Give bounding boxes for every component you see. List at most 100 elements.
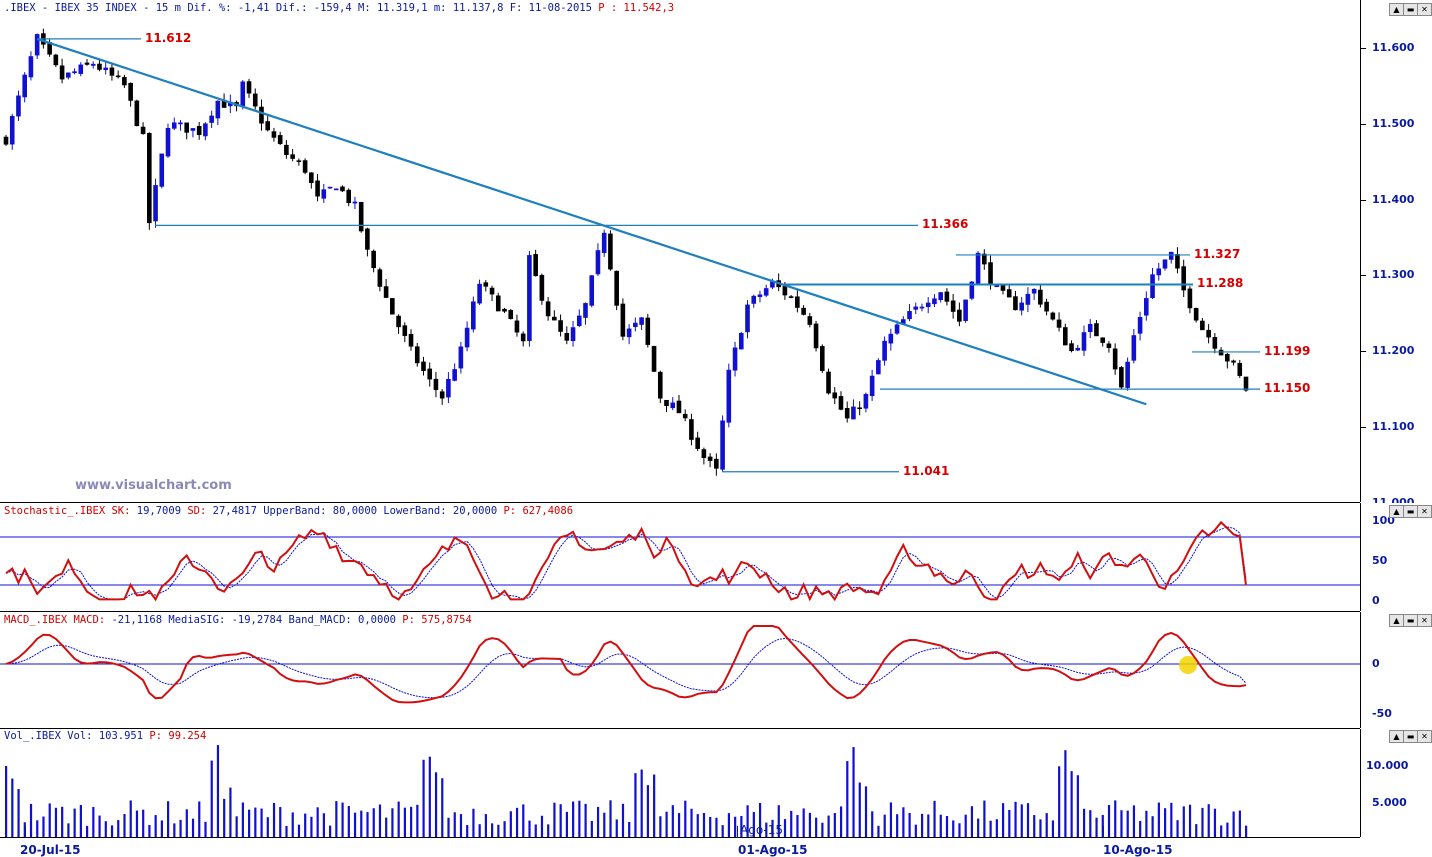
- macd-min-button[interactable]: ▬: [1403, 614, 1418, 627]
- vol-bar: [846, 761, 849, 837]
- candle-body: [1038, 289, 1043, 305]
- macd-close-button[interactable]: ✕: [1417, 614, 1432, 627]
- vol-min-button[interactable]: ▬: [1403, 730, 1418, 743]
- price-tick-mark: [1361, 275, 1366, 277]
- vol-bar: [790, 810, 793, 837]
- candle-body: [508, 310, 514, 319]
- candle-body: [252, 93, 258, 107]
- candle-body: [84, 62, 90, 65]
- vol-close-button[interactable]: ✕: [1417, 730, 1432, 743]
- vol-bar: [752, 812, 755, 837]
- price-header-title: .IBEX - IBEX 35 INDEX - 15 m Dif. %: -1,…: [4, 2, 599, 14]
- candle-body: [309, 172, 314, 184]
- candle-body: [352, 201, 358, 204]
- vol-bar: [1188, 804, 1192, 837]
- candle-body: [90, 63, 96, 66]
- vol-bar: [839, 806, 843, 837]
- vol-bar: [54, 807, 58, 837]
- vol-bar: [304, 813, 307, 837]
- price-close-button[interactable]: ✕: [1417, 3, 1432, 16]
- vol-bar: [1033, 815, 1036, 837]
- candle-body: [1000, 285, 1006, 291]
- macd-value: -21,1168: [111, 614, 163, 626]
- vol-bar: [522, 804, 525, 837]
- stoch-close-button[interactable]: ✕: [1417, 505, 1432, 518]
- vol-bar: [671, 805, 674, 837]
- candle-body: [203, 123, 208, 137]
- vol-bar: [322, 813, 325, 837]
- price-tick: 11.100: [1372, 420, 1415, 433]
- price-chart[interactable]: [0, 0, 1360, 502]
- candle-body: [495, 295, 501, 312]
- macd-p: P: 575,8754: [395, 614, 472, 626]
- candle-body: [196, 125, 202, 135]
- candle-body: [1237, 362, 1243, 376]
- candle-body: [97, 63, 102, 70]
- vol-bar: [291, 812, 294, 837]
- candle-body: [134, 100, 140, 127]
- stoch-chart[interactable]: [0, 503, 1360, 611]
- candle-body: [714, 458, 719, 469]
- vol-bar: [235, 816, 238, 837]
- candle-body: [994, 285, 1000, 288]
- vol-bar: [410, 806, 413, 837]
- candle-body: [246, 81, 252, 94]
- stoch-up-button[interactable]: ▲: [1389, 505, 1404, 518]
- candle-body: [520, 333, 526, 342]
- level-label: 11.366: [922, 217, 969, 232]
- candle-body: [22, 74, 27, 98]
- candle-body: [477, 283, 482, 304]
- candle-body: [1013, 296, 1018, 311]
- macd-line: [5, 625, 1247, 704]
- candle-body: [782, 286, 788, 296]
- vol-up-button[interactable]: ▲: [1389, 730, 1404, 743]
- macd-up-button[interactable]: ▲: [1389, 614, 1404, 627]
- candle-body: [689, 419, 694, 440]
- macd-chart[interactable]: [0, 612, 1360, 728]
- vol-bar: [1195, 824, 1198, 837]
- candle-body: [1212, 337, 1218, 349]
- vol-bar: [1176, 820, 1179, 837]
- vol-bar: [634, 773, 637, 837]
- vol-bar: [478, 824, 481, 837]
- vol-bar: [79, 805, 82, 837]
- vol-bar: [827, 815, 830, 837]
- vol-bar: [248, 809, 251, 837]
- candle-body: [533, 254, 538, 277]
- vol-bar: [497, 824, 500, 837]
- price-min-button[interactable]: ▬: [1403, 3, 1418, 16]
- stoch-panel: [0, 503, 1360, 612]
- vol-bar: [896, 814, 899, 837]
- vol-bar: [191, 818, 195, 837]
- vol-chart[interactable]: [0, 729, 1360, 837]
- candle-body: [271, 131, 277, 138]
- price-up-button[interactable]: ▲: [1389, 3, 1404, 16]
- vol-bar: [1114, 800, 1117, 837]
- candle-body: [1106, 343, 1112, 348]
- vol-bar: [1213, 808, 1217, 837]
- price-tick: 11.500: [1372, 116, 1415, 130]
- candle-body: [439, 391, 445, 399]
- vol-bar: [86, 825, 89, 837]
- candle-body: [844, 408, 850, 419]
- candle-body: [907, 311, 912, 320]
- stoch-header: Stochastic_.IBEX SK: 19,7009 SD: 27,4817…: [4, 505, 573, 517]
- vol-bar: [908, 813, 911, 837]
- vol-bar: [509, 811, 512, 837]
- vol-bar: [341, 802, 344, 837]
- vol-bar: [927, 814, 930, 837]
- candle-body: [1243, 376, 1249, 391]
- candle-body: [452, 369, 457, 381]
- vol-bar: [204, 821, 207, 837]
- candle-body: [184, 122, 190, 133]
- vol-bar: [621, 803, 625, 837]
- date-label-jul20: 20-Jul-15: [20, 843, 81, 857]
- candle-body: [1069, 343, 1074, 352]
- vol-bar: [715, 817, 718, 837]
- vol-bar: [1107, 805, 1111, 837]
- vol-bar: [777, 805, 780, 837]
- stoch-min-button[interactable]: ▬: [1403, 505, 1418, 518]
- candle-body: [975, 252, 981, 284]
- candle-body: [813, 323, 819, 349]
- candle-body: [620, 303, 626, 337]
